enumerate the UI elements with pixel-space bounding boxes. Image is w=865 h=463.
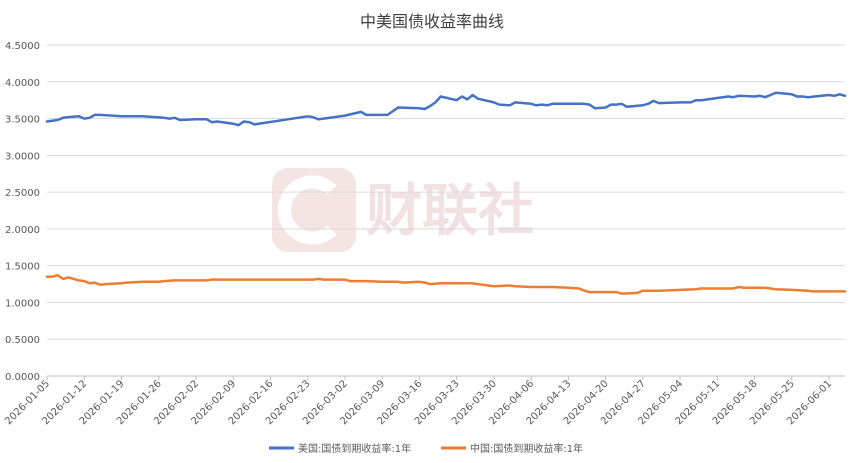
chart-title: 中美国债收益率曲线 — [360, 12, 504, 31]
y-tick-label: 3.5000 — [5, 115, 40, 126]
y-tick-label: 0.5000 — [5, 335, 40, 346]
series-lines — [45, 91, 847, 295]
y-tick-label: 1.5000 — [5, 262, 40, 273]
y-tick-label: 2.0000 — [5, 225, 40, 236]
legend-item-us: 美国:国债到期收益率:1年 — [269, 442, 411, 455]
watermark: 财联社 — [272, 168, 534, 252]
y-tick-label: 2.5000 — [5, 188, 40, 199]
y-tick-label: 0.0000 — [5, 372, 40, 383]
watermark-text: 财联社 — [366, 179, 534, 244]
series-line-us — [45, 91, 847, 127]
legend: 美国:国债到期收益率:1年 中国:国债到期收益率:1年 — [269, 442, 583, 455]
y-tick-label: 3.0000 — [5, 151, 40, 162]
legend-label-cn: 中国:国债到期收益率:1年 — [470, 442, 583, 455]
y-tick-label: 1.0000 — [5, 298, 40, 309]
legend-item-cn: 中国:国债到期收益率:1年 — [441, 442, 583, 455]
watermark-logo-c — [277, 175, 337, 245]
legend-label-us: 美国:国债到期收益率:1年 — [298, 442, 411, 455]
y-axis: 0.0000 0.5000 1.0000 1.5000 2.0000 2.5000 3.00… — [5, 41, 40, 383]
gridlines — [47, 44, 845, 377]
y-tick-label: 4.0000 — [5, 78, 40, 89]
series-line-cn — [45, 273, 847, 295]
y-tick-label: 4.5000 — [5, 41, 40, 52]
